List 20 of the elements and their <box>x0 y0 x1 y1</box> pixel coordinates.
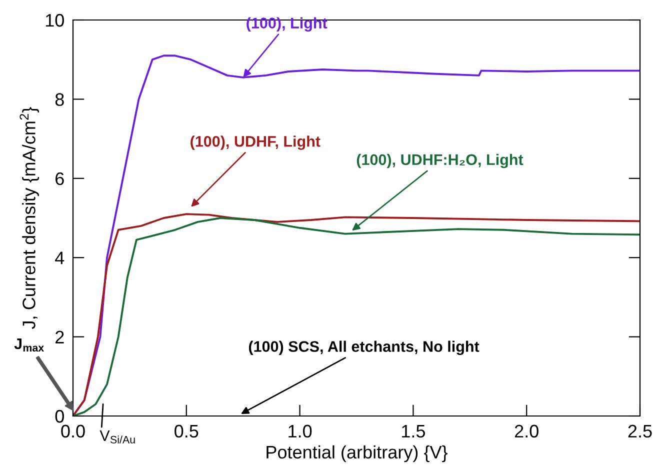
y-tick-label: 4 <box>55 252 64 264</box>
x-tick-label: 2.5 <box>628 424 652 438</box>
x-tick-label: 1.5 <box>402 424 425 438</box>
text: V$_{Si/Au}$ <box>100 430 135 444</box>
annotation: (100) SCS, All etchants, No light <box>248 340 480 356</box>
y-tick-label: 0 <box>55 410 64 423</box>
x-tick-label: 1.0 <box>288 424 312 438</box>
y-tick-label: 10 <box>46 14 64 27</box>
text: J$_{max}$ <box>14 338 44 352</box>
x-tick-label: 0.0 <box>61 424 85 438</box>
y-tick-label: 2 <box>56 330 64 344</box>
x-axis-title: Potential (arbitrary) {V} <box>266 445 448 462</box>
x-tick-label: 0.5 <box>174 424 198 438</box>
y-tick-label: 8 <box>55 93 64 106</box>
annotation: (100), UDHF:H₂O, Light <box>356 154 524 168</box>
x-tick-label: 2.0 <box>514 424 538 438</box>
y-axis-title: J, Current density {mA/cm$^{2}$} <box>20 107 39 329</box>
annotation: (100), UDHF, Light <box>190 136 320 150</box>
y-tick-label: 6 <box>56 172 64 186</box>
annotation: (100), Light <box>246 17 328 32</box>
